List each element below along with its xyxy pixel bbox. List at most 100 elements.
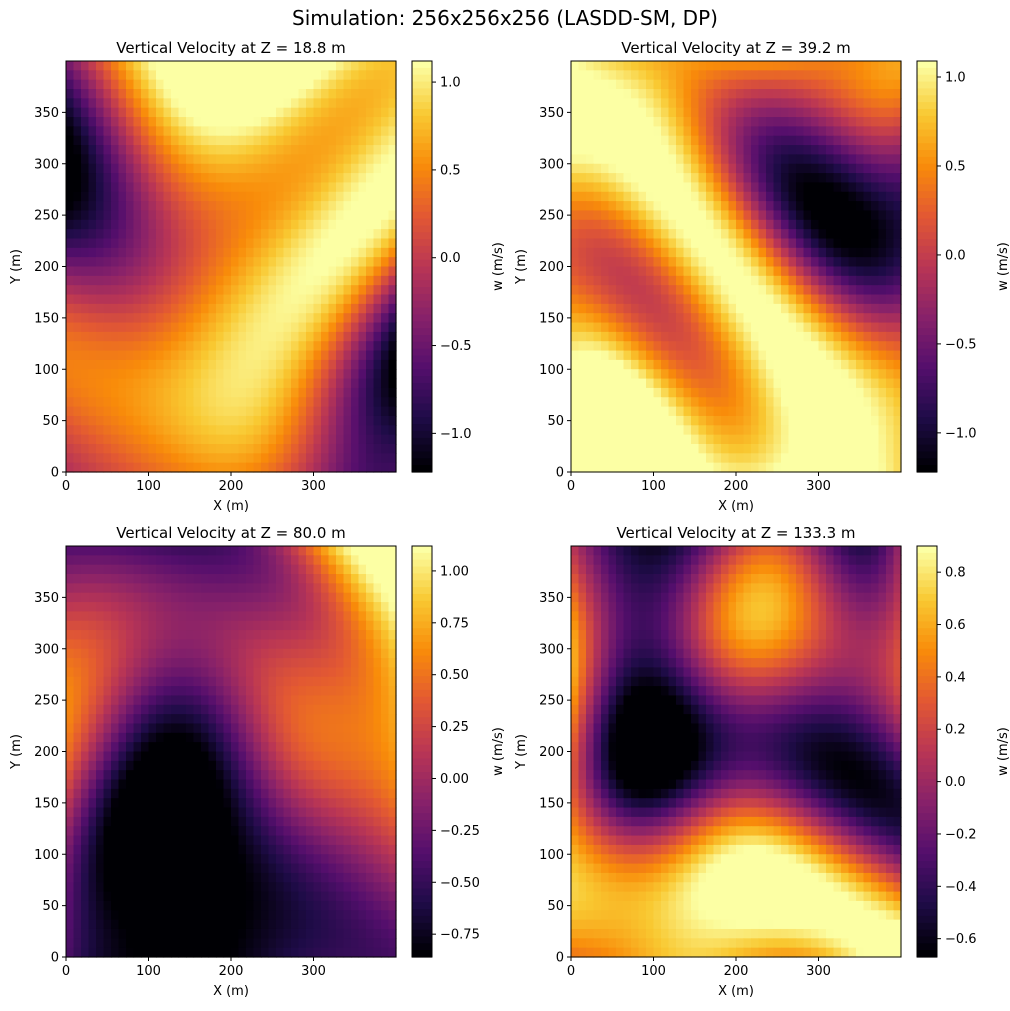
- heatmap-cell: [306, 714, 315, 725]
- heatmap-cell: [616, 117, 625, 127]
- heatmap-cell: [373, 546, 382, 556]
- heatmap-cell: [321, 145, 330, 156]
- heatmap-cell: [313, 714, 322, 725]
- heatmap-cell: [178, 611, 187, 622]
- heatmap-cell: [781, 219, 790, 230]
- heatmap-cell: [283, 387, 292, 398]
- heatmap-cell: [351, 546, 360, 556]
- heatmap-cell: [593, 61, 602, 71]
- heatmap-cell: [186, 257, 195, 268]
- heatmap-cell: [328, 210, 337, 221]
- heatmap-cell: [193, 257, 202, 268]
- heatmap-cell: [676, 70, 685, 81]
- heatmap-cell: [571, 201, 580, 212]
- heatmap-cell: [88, 350, 97, 361]
- heatmap-cell: [231, 425, 240, 436]
- heatmap-cell: [148, 126, 157, 137]
- heatmap-cell: [713, 126, 722, 137]
- heatmap-cell: [328, 98, 337, 109]
- heatmap-cell: [171, 667, 180, 678]
- heatmap-cell: [751, 89, 760, 99]
- heatmap-cell: [653, 247, 662, 258]
- heatmap-cell: [81, 397, 90, 408]
- heatmap-cell: [193, 285, 202, 296]
- heatmap-cell: [351, 676, 360, 687]
- heatmap-cell: [736, 378, 745, 389]
- heatmap-cell: [351, 453, 360, 464]
- colorbar-segment: [917, 163, 937, 172]
- heatmap-cell: [646, 397, 655, 408]
- heatmap-cell: [616, 145, 625, 156]
- heatmap-cell: [298, 686, 307, 697]
- heatmap-cell: [766, 322, 775, 333]
- heatmap-cell: [238, 648, 247, 659]
- heatmap-cell: [848, 98, 857, 109]
- heatmap-cell: [698, 275, 707, 286]
- heatmap-cell: [313, 79, 322, 90]
- heatmap-cell: [231, 630, 240, 641]
- heatmap-cell: [208, 397, 217, 408]
- heatmap-cell: [103, 107, 112, 118]
- heatmap-cell: [631, 247, 640, 258]
- heatmap-cell: [381, 89, 390, 99]
- heatmap-cell: [336, 592, 345, 603]
- heatmap-cell: [856, 135, 865, 146]
- heatmap-cell: [178, 406, 187, 417]
- heatmap-cell: [253, 266, 262, 277]
- heatmap-cell: [133, 695, 142, 706]
- heatmap-cell: [111, 154, 120, 165]
- heatmap-cell: [328, 695, 337, 706]
- heatmap-cell: [683, 247, 692, 258]
- heatmap-cell: [758, 210, 767, 221]
- heatmap-cell: [586, 79, 595, 90]
- heatmap-cell: [261, 266, 270, 277]
- heatmap-cell: [178, 546, 187, 556]
- heatmap-cell: [373, 238, 382, 249]
- heatmap-cell: [818, 61, 827, 71]
- colorbar-tick-label: −0.5: [945, 337, 977, 352]
- heatmap-cell: [238, 285, 247, 296]
- heatmap-cell: [803, 294, 812, 305]
- heatmap-cell: [88, 331, 97, 342]
- heatmap-cell: [298, 695, 307, 706]
- heatmap-cell: [253, 89, 262, 99]
- heatmap-cell: [223, 117, 232, 127]
- heatmap-cell: [676, 275, 685, 286]
- heatmap-cell: [238, 173, 247, 184]
- heatmap-cell: [811, 126, 820, 137]
- heatmap-cell: [328, 564, 337, 575]
- colorbar-segment: [917, 389, 937, 398]
- heatmap-cell: [313, 182, 322, 193]
- heatmap-cell: [118, 462, 127, 473]
- heatmap-cell: [683, 107, 692, 118]
- colorbar-tick-label: 1.0: [440, 76, 461, 91]
- heatmap-cell: [668, 350, 677, 361]
- heatmap-cell: [578, 415, 587, 426]
- colorbar-segment: [917, 177, 937, 185]
- heatmap-cell: [571, 79, 580, 90]
- heatmap-cell: [253, 341, 262, 352]
- heatmap-cell: [283, 173, 292, 184]
- heatmap-cell: [343, 313, 352, 324]
- heatmap-cell: [73, 145, 82, 156]
- heatmap-cell: [841, 154, 850, 165]
- colorbar-segment: [917, 225, 937, 233]
- heatmap-cell: [336, 303, 345, 314]
- heatmap-cell: [186, 695, 195, 706]
- heatmap-cell: [856, 98, 865, 109]
- heatmap-cell: [291, 257, 300, 268]
- heatmap-cell: [773, 425, 782, 436]
- heatmap-cell: [223, 592, 232, 603]
- heatmap-cell: [388, 639, 397, 650]
- heatmap-cell: [601, 415, 610, 426]
- heatmap-cell: [73, 322, 82, 333]
- heatmap-cell: [276, 238, 285, 249]
- heatmap-cell: [608, 107, 617, 118]
- heatmap-cell: [268, 658, 277, 669]
- heatmap-cell: [178, 154, 187, 165]
- heatmap-cell: [366, 163, 375, 174]
- heatmap-cell: [291, 714, 300, 725]
- heatmap-cell: [373, 406, 382, 417]
- heatmap-cell: [833, 89, 842, 99]
- heatmap-cell: [848, 434, 857, 445]
